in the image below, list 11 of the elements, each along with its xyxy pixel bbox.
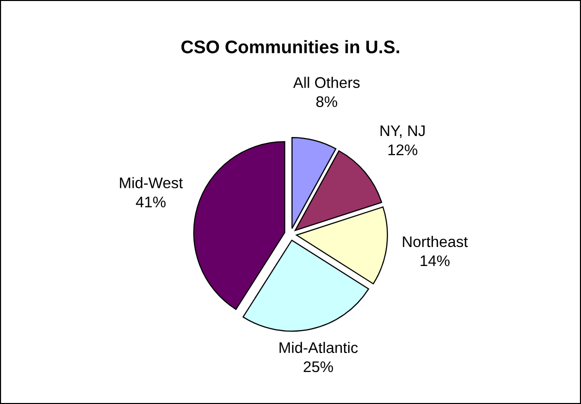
slice-label: NY, NJ [380,126,425,138]
data-label: 41% [136,196,166,208]
data-label: 14% [420,255,450,266]
slice-label: All Others [293,76,360,88]
chart-title: CSO Communities in U.S. [181,40,400,54]
data-label: 25% [304,361,334,372]
data-label: 12% [388,144,418,156]
slice-label: Mid-West [120,177,183,188]
slice-label: Northeast [402,236,468,248]
slice-label: Mid-Atlantic [280,342,358,354]
data-label: 8% [316,96,338,108]
